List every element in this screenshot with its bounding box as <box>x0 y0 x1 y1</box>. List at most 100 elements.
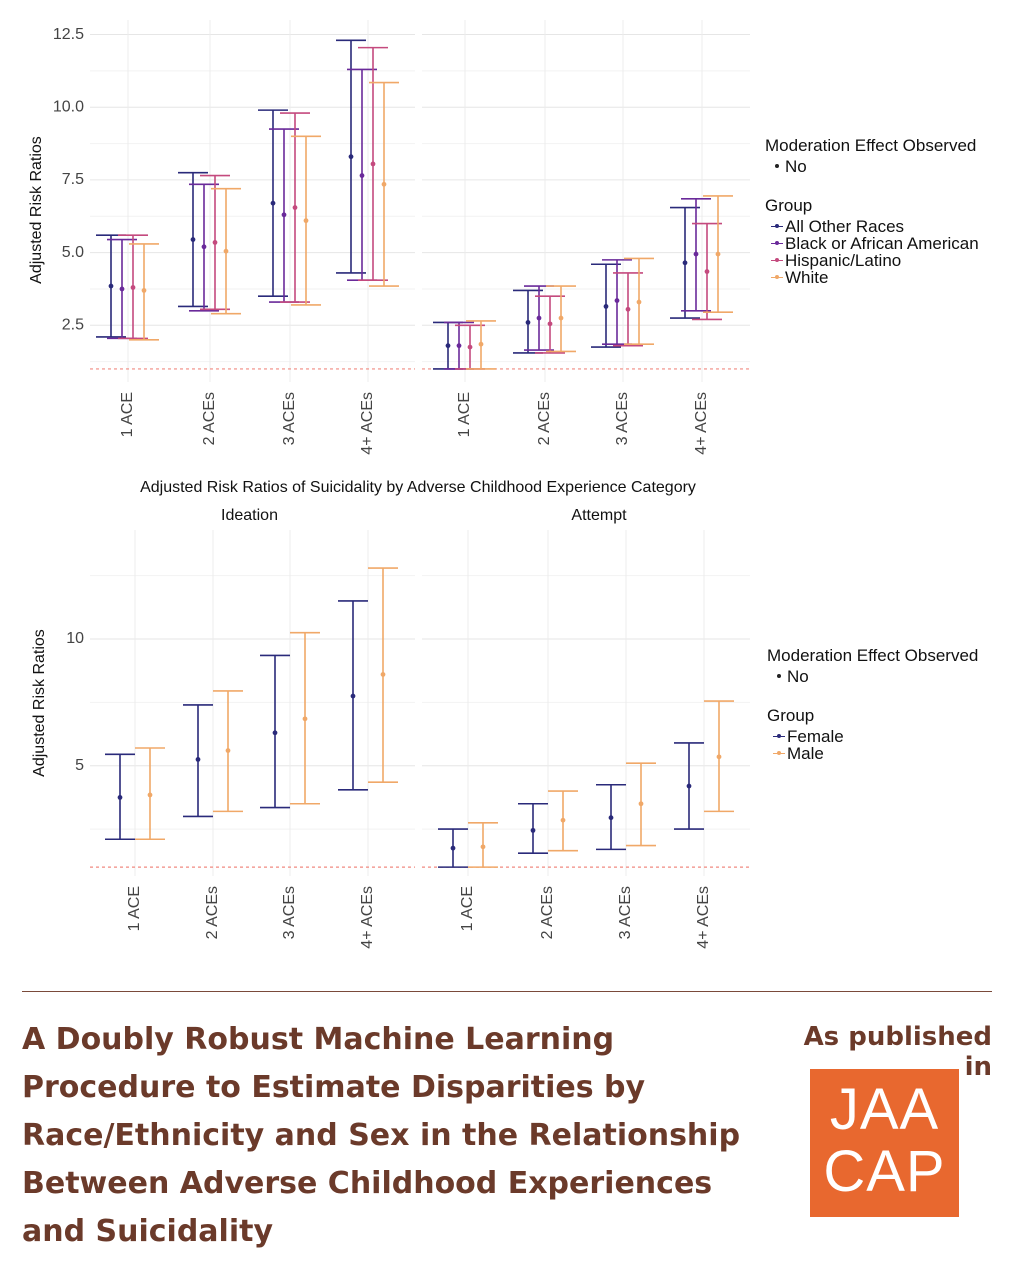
panel-label-attempt: Attempt <box>571 507 627 524</box>
errorbar-white-attempt-2-aces-point <box>558 315 564 321</box>
x-tick-label-3-aces: 3 ACEs <box>614 392 631 445</box>
errorbar-all-other-races-attempt-2-aces-point <box>525 319 531 325</box>
legend-swatch-icon <box>769 218 785 235</box>
legend-item-label: White <box>785 268 829 287</box>
errorbar-white-attempt-3-aces-point <box>636 299 642 305</box>
legend-swatch-icon <box>769 252 785 269</box>
legend-race: Moderation Effect Observed No Group All … <box>765 137 979 286</box>
legend-moderation-title: Moderation Effect Observed <box>767 646 979 665</box>
y-tick-label: 5.0 <box>62 244 84 261</box>
y-tick-label: 12.5 <box>53 26 84 43</box>
y-axis-title: Adjusted Risk Ratios <box>31 629 48 777</box>
x-tick-label-2-aces: 2 ACEs <box>536 392 553 445</box>
errorbar-hispanic-latino-attempt-4-aces-point <box>704 269 710 274</box>
errorbar-white-ideation-2-aces-point <box>223 248 229 254</box>
errorbar-black-or-african-american-attempt-4-aces-point <box>693 251 699 257</box>
errorbar-black-or-african-american-ideation-4-aces-point <box>359 173 365 178</box>
errorbar-hispanic-latino-ideation-4-aces-point <box>370 161 376 167</box>
legend-dot-icon <box>769 158 785 175</box>
logo-line-1: JAA <box>829 1077 940 1142</box>
x-tick-label-3-aces: 3 ACEs <box>617 886 634 939</box>
errorbar-hispanic-latino-ideation-3-aces-point <box>292 205 298 210</box>
errorbar-all-other-races-ideation-3-aces-point <box>270 200 276 206</box>
errorbar-black-or-african-american-attempt-1-ace-point <box>456 343 462 349</box>
errorbar-male-attempt-3-aces-point <box>638 801 644 807</box>
panel-label-ideation: Ideation <box>221 507 278 524</box>
logo-line-2: CAP <box>823 1139 946 1204</box>
y-tick-label: 5 <box>75 757 84 774</box>
errorbar-hispanic-latino-ideation-1-ace-point <box>130 285 136 290</box>
x-tick-label-1-ace: 1 ACE <box>459 886 476 931</box>
x-tick-label-1-ace: 1 ACE <box>456 392 473 437</box>
legend-item-hispanic-latino: Hispanic/Latino <box>765 252 979 269</box>
x-tick-label-3-aces: 3 ACEs <box>281 886 298 939</box>
errorbar-all-other-races-ideation-4-aces-point <box>348 154 354 160</box>
legend-item-all-other-races: All Other Races <box>765 218 979 235</box>
y-tick-label: 10 <box>66 630 84 647</box>
legend-swatch-icon <box>769 235 785 252</box>
x-tick-label-1-ace: 1 ACE <box>126 886 143 931</box>
x-tick-label-1-ace: 1 ACE <box>119 392 136 437</box>
y-tick-label: 2.5 <box>62 317 84 334</box>
legend-swatch-icon <box>771 728 787 745</box>
legend-item-male: Male <box>767 745 978 762</box>
legend-item-label: All Other Races <box>785 217 905 236</box>
jaacap-logo: JAA CAP <box>810 1069 959 1217</box>
errorbar-white-ideation-4-aces-point <box>381 181 387 187</box>
errorbar-hispanic-latino-attempt-3-aces-point <box>625 306 631 312</box>
x-tick-label-4-aces: 4+ ACEs <box>359 886 376 949</box>
errorbar-male-ideation-3-aces-point <box>302 716 308 722</box>
errorbar-black-or-african-american-attempt-2-aces-point <box>536 315 542 321</box>
errorbar-black-or-african-american-ideation-1-ace-point <box>119 286 125 292</box>
legend-moderation-row: No <box>767 668 978 685</box>
errorbar-black-or-african-american-ideation-3-aces-point <box>281 212 287 218</box>
errorbar-white-ideation-3-aces-point <box>303 218 309 224</box>
errorbar-female-attempt-3-aces-point <box>608 815 614 821</box>
legend-swatch-icon <box>771 745 787 762</box>
legend-dot-icon <box>771 668 787 685</box>
legend-moderation-title: Moderation Effect Observed <box>765 136 977 155</box>
chart-title: Adjusted Risk Ratios of Suicidality by A… <box>140 479 696 496</box>
errorbar-black-or-african-american-ideation-2-aces-point <box>201 244 207 250</box>
legend-moderation-value: No <box>787 667 809 686</box>
errorbar-all-other-races-ideation-2-aces-point <box>190 237 196 242</box>
errorbar-black-or-african-american-attempt-3-aces-point <box>614 298 620 303</box>
y-tick-label: 10.0 <box>53 98 84 115</box>
errorbar-male-ideation-4-aces-point <box>380 672 386 677</box>
errorbar-all-other-races-attempt-4-aces-point <box>682 260 688 266</box>
errorbar-hispanic-latino-attempt-2-aces-point <box>547 321 553 327</box>
legend-item-label: Hispanic/Latino <box>785 251 902 270</box>
errorbar-male-attempt-1-ace-point <box>480 844 486 850</box>
y-tick-label: 7.5 <box>62 171 84 188</box>
errorbar-male-attempt-2-aces-point <box>560 817 566 823</box>
errorbar-male-attempt-4-aces-point <box>716 754 722 760</box>
errorbar-female-attempt-1-ace-point <box>450 845 456 851</box>
errorbar-female-ideation-1-ace-point <box>117 795 123 800</box>
legend-sex: Moderation Effect Observed No Group Fema… <box>767 647 978 762</box>
charts-svg: 1 ACE 2 ACEs 3 ACEs 4+ ACEs 1 ACE 2 ACEs 3 ACE… <box>28 20 750 949</box>
errorbar-all-other-races-attempt-3-aces-point <box>603 304 609 309</box>
legend-item-female: Female <box>767 728 978 745</box>
errorbar-female-ideation-4-aces-point <box>350 693 356 699</box>
legend-moderation-value: No <box>785 157 807 176</box>
errorbar-male-ideation-2-aces-point <box>225 748 231 753</box>
errorbar-all-other-races-ideation-1-ace-point <box>108 283 114 289</box>
legend-item-black-or-african-american: Black or African American <box>765 235 979 252</box>
x-tick-label-2-aces: 2 ACEs <box>204 886 221 939</box>
errorbar-female-attempt-4-aces-point <box>686 783 692 789</box>
errorbar-white-attempt-4-aces-point <box>715 251 721 257</box>
errorbar-hispanic-latino-ideation-2-aces-point <box>212 240 218 245</box>
errorbar-all-other-races-attempt-1-ace-point <box>445 343 451 349</box>
errorbar-white-ideation-1-ace-point <box>141 288 147 293</box>
x-tick-label-4-aces: 4+ ACEs <box>695 886 712 949</box>
errorbar-female-ideation-3-aces-point <box>272 730 278 736</box>
legend-item-label: Male <box>787 744 824 763</box>
x-tick-label-2-aces: 2 ACEs <box>539 886 556 939</box>
published-label: As published in <box>803 1022 992 1082</box>
x-tick-label-2-aces: 2 ACEs <box>201 392 218 445</box>
x-tick-label-4-aces: 4+ ACEs <box>693 392 710 455</box>
y-axis-title: Adjusted Risk Ratios <box>28 136 45 284</box>
x-tick-label-3-aces: 3 ACEs <box>281 392 298 445</box>
legend-moderation-row: No <box>765 158 979 175</box>
legend-group-title: Group <box>767 706 815 725</box>
